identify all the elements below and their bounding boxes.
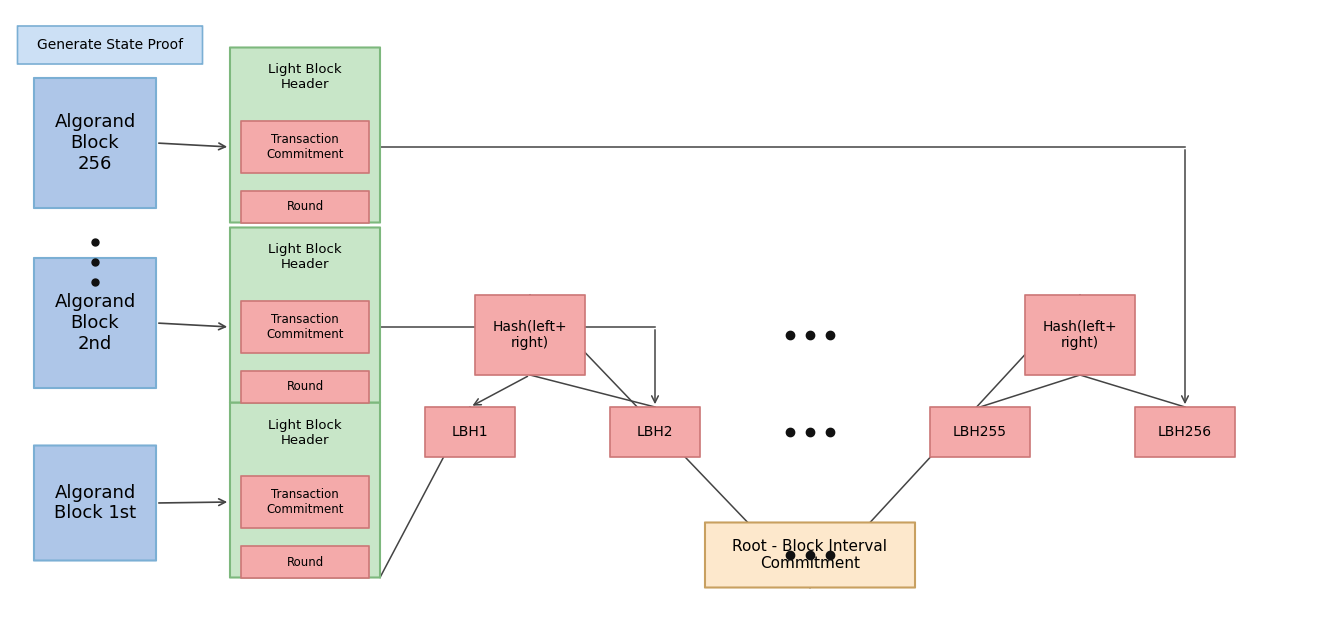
FancyBboxPatch shape [610, 407, 700, 457]
FancyBboxPatch shape [241, 191, 368, 223]
Text: Round: Round [286, 201, 323, 214]
Text: Generate State Proof: Generate State Proof [37, 38, 183, 52]
Text: Round: Round [286, 381, 323, 394]
FancyBboxPatch shape [231, 228, 380, 403]
FancyBboxPatch shape [241, 371, 368, 403]
FancyBboxPatch shape [241, 121, 368, 173]
Text: LBH2: LBH2 [637, 425, 673, 439]
FancyBboxPatch shape [241, 301, 368, 353]
Text: LBH255: LBH255 [953, 425, 1007, 439]
Text: Algorand
Block
2nd: Algorand Block 2nd [54, 293, 135, 353]
Text: Round: Round [286, 556, 323, 569]
Text: Root - Block Interval
Commitment: Root - Block Interval Commitment [733, 539, 888, 571]
Text: LBH1: LBH1 [452, 425, 489, 439]
Text: Light Block
Header: Light Block Header [268, 418, 342, 446]
FancyBboxPatch shape [425, 407, 515, 457]
FancyBboxPatch shape [1026, 295, 1136, 375]
FancyBboxPatch shape [930, 407, 1030, 457]
Text: Hash(left+
right): Hash(left+ right) [1043, 320, 1117, 350]
Text: Algorand
Block 1st: Algorand Block 1st [54, 483, 136, 522]
Text: Transaction
Commitment: Transaction Commitment [266, 133, 343, 161]
Text: Transaction
Commitment: Transaction Commitment [266, 313, 343, 341]
FancyBboxPatch shape [231, 403, 380, 577]
FancyBboxPatch shape [241, 546, 368, 578]
FancyBboxPatch shape [34, 78, 156, 208]
Text: Transaction
Commitment: Transaction Commitment [266, 488, 343, 516]
Text: Algorand
Block
256: Algorand Block 256 [54, 113, 135, 173]
FancyBboxPatch shape [231, 48, 380, 223]
FancyBboxPatch shape [241, 476, 368, 528]
FancyBboxPatch shape [17, 26, 203, 64]
Text: Light Block
Header: Light Block Header [268, 63, 342, 92]
FancyBboxPatch shape [34, 446, 156, 561]
Text: Hash(left+
right): Hash(left+ right) [493, 320, 567, 350]
Text: LBH256: LBH256 [1158, 425, 1212, 439]
FancyBboxPatch shape [1136, 407, 1235, 457]
FancyBboxPatch shape [705, 522, 916, 587]
FancyBboxPatch shape [34, 258, 156, 388]
Text: Light Block
Header: Light Block Header [268, 243, 342, 271]
FancyBboxPatch shape [474, 295, 586, 375]
